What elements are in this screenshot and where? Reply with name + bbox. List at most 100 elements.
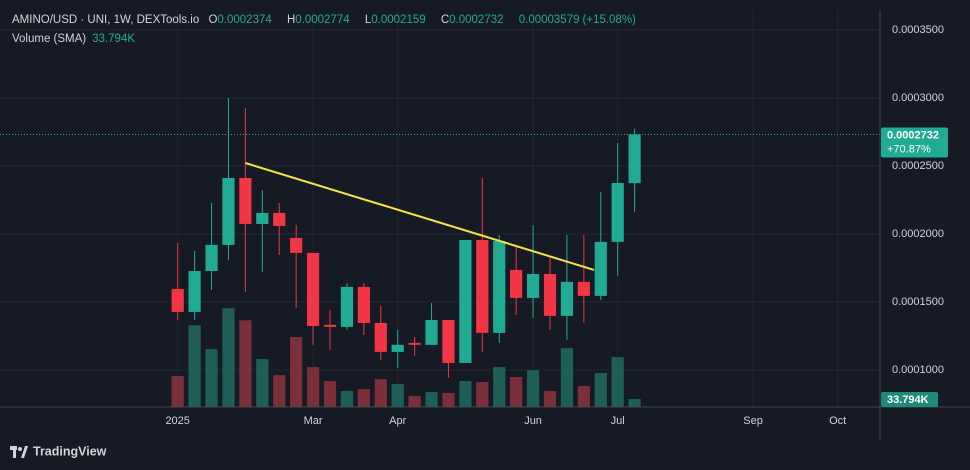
ohlc-value: 0.0002159 bbox=[371, 14, 426, 26]
ohlc-key: C bbox=[440, 14, 450, 26]
change: 0.00003579 bbox=[518, 14, 580, 26]
volume-bar bbox=[374, 379, 387, 407]
candle-body bbox=[391, 344, 404, 352]
candles bbox=[0, 97, 880, 378]
candle-body bbox=[357, 286, 370, 323]
volume-bar bbox=[273, 375, 286, 407]
volume-bar bbox=[476, 381, 489, 407]
ohlc: C0.0002732 bbox=[441, 14, 510, 26]
volume-bar bbox=[239, 320, 252, 407]
y-tick-label: 0.0002500 bbox=[892, 160, 944, 172]
candle-body bbox=[594, 241, 607, 296]
volume-pane bbox=[171, 308, 641, 407]
volume-bar bbox=[459, 381, 472, 407]
volume-bar bbox=[340, 390, 354, 407]
volume-bar bbox=[408, 396, 421, 407]
volume-bar bbox=[323, 381, 337, 407]
candle-body bbox=[306, 252, 320, 326]
candle-body bbox=[408, 342, 421, 345]
logo-icon bbox=[13, 446, 16, 458]
symbol-title: AMINO/USD · UNI, 1W, DEXTools.io bbox=[12, 14, 200, 26]
x-tick-label: Mar bbox=[304, 415, 323, 427]
candle-body bbox=[205, 244, 218, 271]
volume-bar bbox=[205, 349, 218, 407]
y-tick-label: 0.0001500 bbox=[892, 296, 944, 308]
ohlc-key: L bbox=[364, 14, 372, 26]
candle-body bbox=[510, 269, 523, 298]
ohlc-key: O bbox=[208, 14, 218, 26]
candle-body bbox=[425, 319, 438, 345]
candle-body bbox=[171, 288, 184, 312]
ohlc-key: H bbox=[286, 14, 296, 26]
candle-body bbox=[543, 273, 557, 316]
volume-tag-value: 33.794K bbox=[887, 394, 929, 406]
ohlc: O0.0002374 bbox=[208, 14, 277, 26]
y-tick-label: 0.0002000 bbox=[892, 228, 944, 240]
candle-body bbox=[526, 273, 540, 298]
volume-bar bbox=[188, 325, 201, 407]
volume-bar bbox=[357, 389, 370, 407]
logo: TradingView bbox=[10, 444, 107, 458]
volume-bar bbox=[594, 372, 607, 407]
ohlc-value: 0.0002774 bbox=[295, 14, 350, 26]
x-tick-label: Jun bbox=[524, 415, 542, 427]
candle-body bbox=[628, 134, 641, 184]
volume-bar bbox=[560, 348, 574, 407]
candle-body bbox=[256, 212, 269, 224]
candle-body bbox=[374, 322, 387, 352]
price-tag-value: 0.0002732 bbox=[887, 129, 939, 141]
y-tick-label: 0.0001000 bbox=[892, 364, 944, 376]
volume-bar bbox=[577, 385, 590, 407]
candle-body bbox=[611, 182, 624, 242]
price-tag-change: +70.87% bbox=[887, 143, 931, 155]
candle-body bbox=[222, 177, 235, 245]
candle-body bbox=[577, 281, 590, 296]
logo-icon bbox=[18, 447, 22, 451]
y-tick-label: 0.0003000 bbox=[892, 92, 944, 104]
volume-bar bbox=[222, 308, 235, 407]
candle-body bbox=[290, 237, 303, 253]
volume-bar bbox=[526, 370, 540, 407]
volume-title: Volume (SMA) bbox=[12, 33, 87, 45]
ohlc-value: 0.0002732 bbox=[449, 14, 504, 26]
volume-bar bbox=[290, 337, 303, 407]
candle-body bbox=[188, 270, 201, 312]
candle-body bbox=[273, 212, 286, 226]
volume-bar bbox=[611, 357, 624, 407]
ohlc-value: 0.0002374 bbox=[217, 14, 272, 26]
candle-body bbox=[476, 239, 489, 333]
volume-bar bbox=[628, 399, 641, 407]
volume-bar bbox=[171, 376, 184, 407]
brand: TradingView bbox=[33, 444, 107, 458]
x-tick-label: Apr bbox=[389, 415, 406, 427]
x-tick-label: Oct bbox=[829, 415, 846, 427]
candle-body bbox=[560, 281, 574, 316]
trendline bbox=[245, 162, 595, 271]
volume-bar bbox=[391, 384, 404, 407]
ohlc: L0.0002159 bbox=[365, 14, 432, 26]
x-tick-label: Jul bbox=[611, 415, 625, 427]
volume-bar bbox=[543, 390, 557, 407]
volume-bar bbox=[493, 367, 506, 407]
candle-body bbox=[459, 239, 472, 363]
candle-body bbox=[442, 319, 455, 363]
volume-legend: Volume (SMA) 33.794K bbox=[12, 33, 141, 45]
price-tag bbox=[881, 127, 948, 158]
change-percent: (+15.08%) bbox=[582, 14, 636, 26]
volume-bar bbox=[442, 393, 455, 407]
candle-body bbox=[323, 324, 337, 327]
x-tick-label: Sep bbox=[743, 415, 763, 427]
volume-tag bbox=[881, 392, 938, 407]
x-tick-label: 2025 bbox=[165, 415, 189, 427]
ohlc: H0.0002774 bbox=[287, 14, 356, 26]
volume-bar bbox=[256, 359, 269, 407]
volume-value: 33.794K bbox=[92, 33, 135, 45]
volume-bar bbox=[425, 392, 438, 407]
y-tick-label: 0.0003500 bbox=[892, 24, 944, 36]
logo-icon bbox=[21, 446, 28, 458]
legend-line: AMINO/USD · UNI, 1W, DEXTools.io O0.0002… bbox=[12, 14, 642, 26]
candle-body bbox=[493, 240, 506, 333]
volume-bar bbox=[306, 367, 320, 407]
